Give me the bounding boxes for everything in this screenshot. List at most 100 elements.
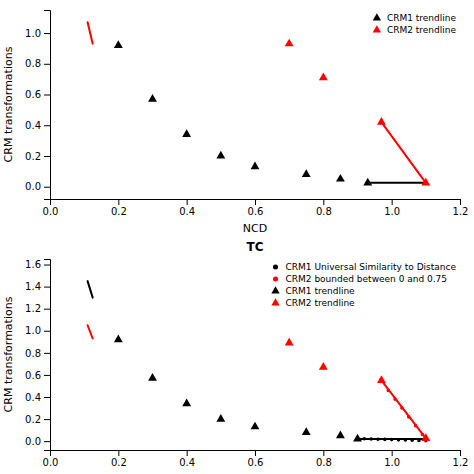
point: [251, 422, 260, 430]
point: [421, 178, 430, 186]
tick: 1.4: [25, 281, 50, 292]
legend-symbol: [373, 25, 381, 32]
point: [369, 437, 373, 441]
legend: CRM1 trendlineCRM2 trendline: [373, 13, 457, 35]
tick: 0.4: [179, 199, 195, 217]
point: [400, 406, 404, 410]
tick: 0.0: [25, 436, 50, 447]
tick: 1.0: [25, 325, 50, 336]
points: [302, 427, 345, 438]
tick-mark: [44, 441, 50, 442]
legend-item: CRM2 bounded between 0 and 0.75: [273, 274, 447, 284]
tick-label: 0.2: [25, 414, 41, 425]
point: [319, 362, 328, 370]
tick-label: 1.2: [453, 206, 469, 217]
tick-mark: [44, 309, 50, 310]
line: [88, 22, 93, 44]
point: [182, 399, 191, 407]
tick-mark: [392, 199, 393, 205]
legend-item: CRM1 trendline: [271, 286, 355, 296]
tick: 0.2: [25, 414, 50, 425]
legend-item: CRM1 trendline: [373, 13, 457, 23]
tick-mark: [460, 199, 461, 205]
line: [381, 122, 425, 183]
point: [397, 438, 401, 442]
point: [114, 334, 123, 342]
point: [302, 427, 311, 435]
points: [356, 437, 428, 443]
tick-label: 0.4: [179, 206, 195, 217]
tick-mark: [44, 265, 50, 266]
point: [421, 433, 425, 437]
tick-mark: [44, 353, 50, 354]
points: [114, 334, 260, 429]
tick: 0.0: [43, 450, 59, 468]
tick: 1.2: [453, 199, 469, 217]
tick-mark: [44, 187, 50, 188]
tick-label: 1.4: [25, 281, 41, 292]
tick-mark: [44, 375, 50, 376]
tick-label: 0.8: [316, 457, 332, 468]
tick: 1.2: [453, 450, 469, 468]
tick: 0.2: [25, 151, 50, 162]
tick-mark: [187, 199, 188, 205]
point: [148, 94, 157, 102]
tick: 0.0: [43, 199, 59, 217]
tick-mark: [187, 450, 188, 456]
tick-label: 0.0: [43, 206, 59, 217]
tick: 1.0: [384, 199, 400, 217]
point: [353, 434, 362, 442]
point: [363, 437, 367, 441]
tick: 1.6: [25, 259, 50, 270]
tick-mark: [44, 419, 50, 420]
tick: 0.6: [25, 370, 50, 381]
line: [368, 182, 426, 184]
tick-label: 1.0: [25, 28, 41, 39]
point: [376, 437, 380, 441]
x-axis: 0.00.20.40.60.81.01.2: [43, 450, 469, 468]
point: [319, 72, 328, 80]
point: [417, 439, 421, 443]
tick-label: 1.6: [25, 259, 41, 270]
point: [114, 40, 123, 48]
tick-mark: [255, 450, 256, 456]
plot-area: [88, 281, 431, 442]
tick: 1.0: [25, 28, 50, 39]
point: [216, 151, 225, 159]
x-axis: 0.00.20.40.60.81.01.2: [43, 199, 469, 217]
tick: 1.2: [25, 303, 50, 314]
legend-item: CRM1 Universal Similarity to Distance: [273, 262, 456, 272]
title: TC: [247, 240, 264, 254]
tick: 0.2: [111, 199, 127, 217]
point: [393, 397, 397, 401]
tick-label: 0.6: [25, 370, 41, 381]
point: [377, 117, 386, 125]
tick: 0.6: [25, 89, 50, 100]
legend-item: CRM2 trendline: [271, 298, 355, 308]
tick-mark: [44, 95, 50, 96]
tick: 0.0: [25, 181, 50, 192]
legend: CRM1 Universal Similarity to Distance CRM…: [271, 262, 456, 308]
point: [285, 338, 294, 346]
tick: 0.2: [111, 450, 127, 468]
tick-label: 0.8: [25, 348, 41, 359]
axis-line: [51, 451, 461, 457]
axis-line: [51, 200, 461, 206]
point: [148, 373, 157, 381]
tick-mark: [323, 450, 324, 456]
plot-area: [88, 22, 431, 185]
point: [414, 424, 418, 428]
tick-mark: [44, 64, 50, 65]
tick-label: 0.0: [25, 181, 41, 192]
point: [285, 39, 294, 47]
point: [363, 178, 372, 186]
tick-label: 0.6: [248, 457, 264, 468]
panel: 0.00.20.40.60.81.01.20.00.20.40.60.81.01…: [2, 240, 468, 468]
line: [381, 380, 425, 438]
y-axis: 0.00.20.40.60.81.0: [25, 11, 50, 200]
point: [182, 129, 191, 137]
legend-symbol: [273, 276, 278, 281]
tick: 0.4: [25, 120, 50, 131]
tick-label: 1.0: [25, 325, 41, 336]
tick-mark: [44, 33, 50, 34]
